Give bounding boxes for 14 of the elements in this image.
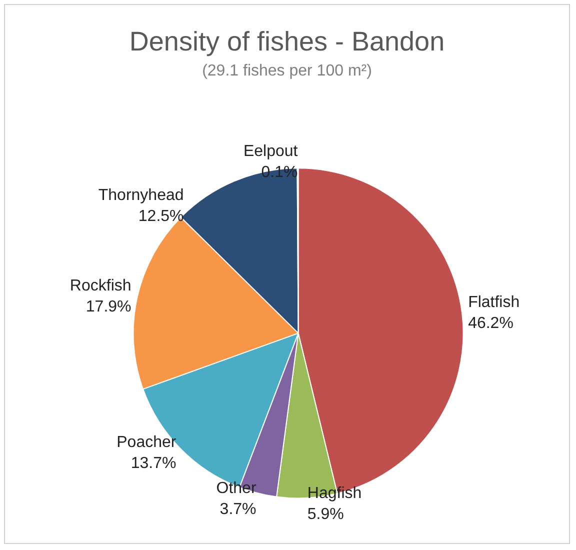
data-label: 5.9% xyxy=(307,506,344,523)
slice-label: Poacher xyxy=(116,434,177,451)
data-label: 46.2% xyxy=(468,314,514,332)
data-label: 3.7% xyxy=(220,500,256,518)
data-label: 13.7% xyxy=(130,454,176,472)
chart-title: Density of fishes - Bandon xyxy=(129,26,445,56)
slice-label: Eelpout xyxy=(243,143,298,160)
data-label: 12.5% xyxy=(138,208,184,226)
slice-label: Rockfish xyxy=(70,277,132,294)
slice-label: Other xyxy=(216,480,257,497)
slice-label: Flatfish xyxy=(468,294,520,311)
data-label: 17.9% xyxy=(86,298,132,316)
chart-subtitle: (29.1 fishes per 100 m²) xyxy=(202,62,372,80)
slice-label: Thornyhead xyxy=(98,187,184,204)
